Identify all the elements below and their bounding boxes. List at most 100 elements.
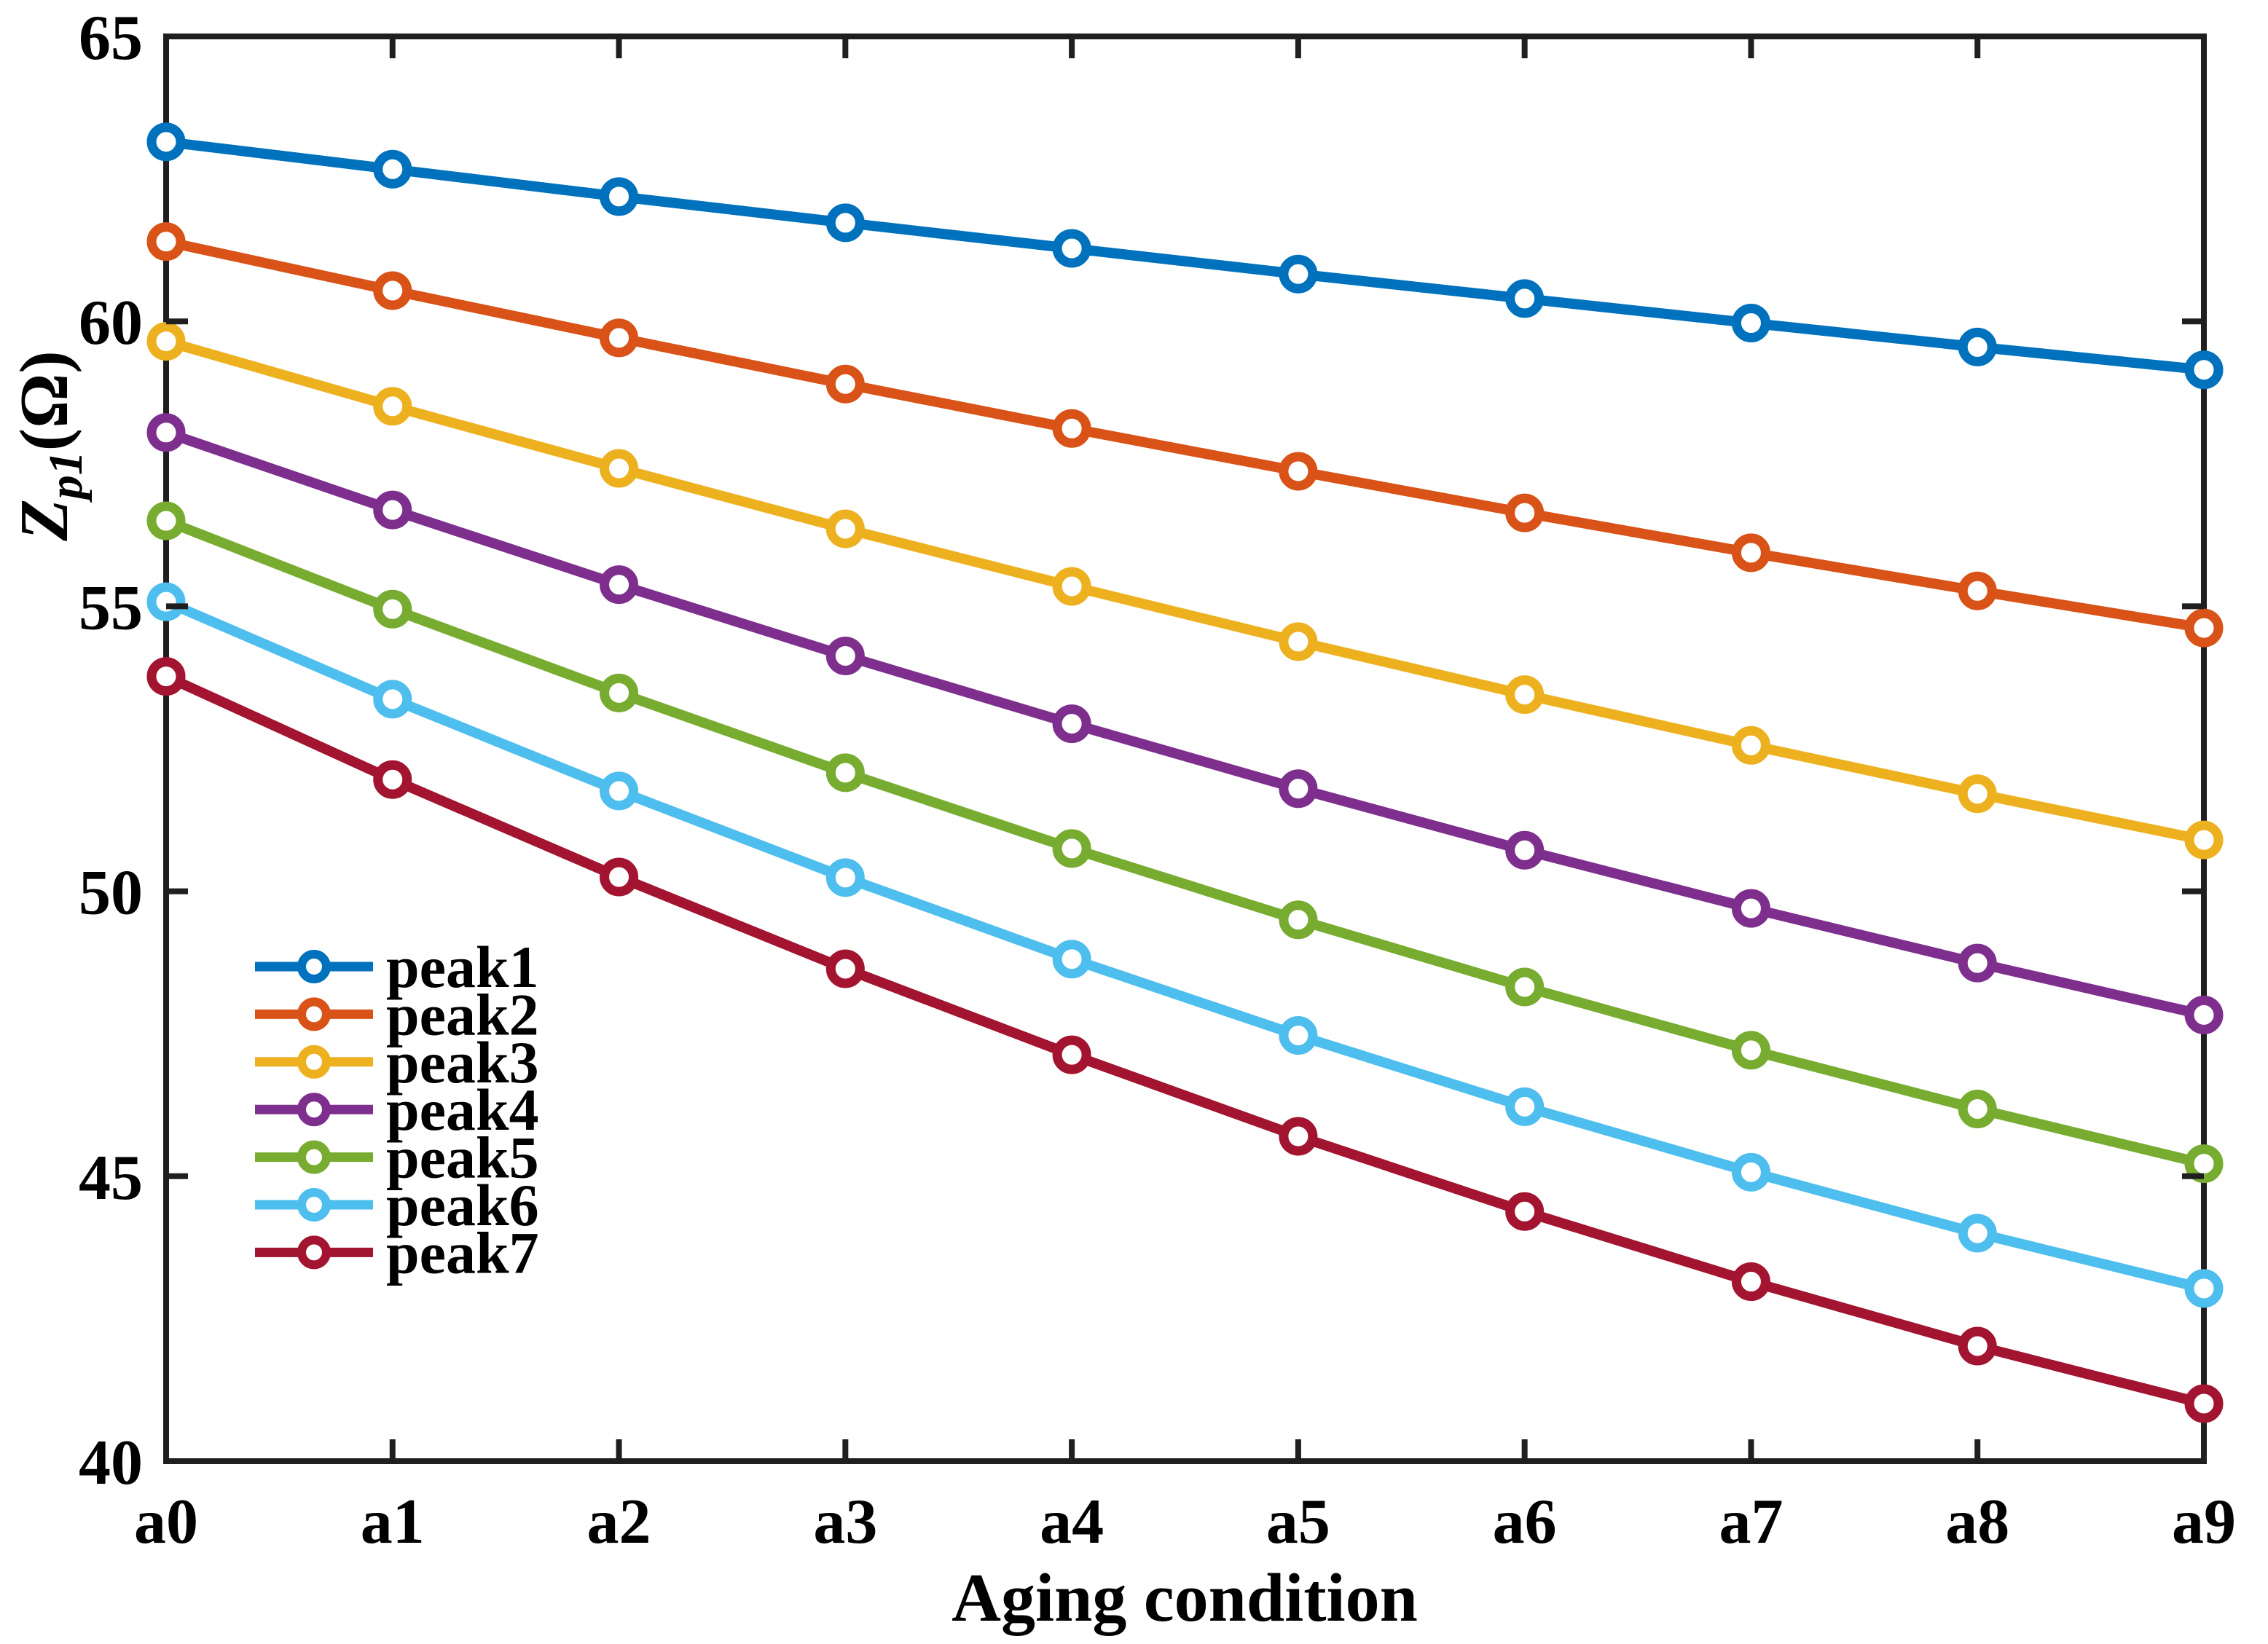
legend-label: peak4 <box>386 1077 539 1143</box>
data-point-marker-peak6 <box>1731 1152 1770 1192</box>
data-point-marker-peak2 <box>1731 533 1770 573</box>
series-line-peak6 <box>161 597 2209 1294</box>
y-tick-label: 60 <box>79 288 143 358</box>
data-point-marker-peak7 <box>1731 1262 1770 1302</box>
legend-entry-peak7: peak7 <box>255 1219 539 1286</box>
data-point-marker-peak6 <box>2184 1269 2224 1308</box>
y-tick-label: 40 <box>79 1428 143 1498</box>
data-point-marker-peak6 <box>1958 1214 1997 1253</box>
data-point-marker-peak7 <box>600 857 639 897</box>
legend-entry-peak4: peak4 <box>255 1077 539 1143</box>
data-point-marker-peak1 <box>146 122 186 162</box>
data-point-marker-peak5 <box>1052 829 1091 868</box>
legend-entry-peak6: peak6 <box>255 1172 539 1238</box>
data-point-marker-peak1 <box>373 149 412 189</box>
data-point-marker-peak1 <box>1505 279 1545 318</box>
y-tick-label: 55 <box>79 573 143 643</box>
legend-label: peak1 <box>386 934 539 1000</box>
x-tick-label: a6 <box>1493 1487 1557 1557</box>
series-line-peak2 <box>161 236 2209 634</box>
x-tick-label: a2 <box>587 1487 651 1557</box>
data-point-marker-peak5 <box>825 753 865 792</box>
y-axis-label-suffix: (Ω) <box>7 350 82 451</box>
y-axis-label-main: Z <box>7 499 82 541</box>
data-point-marker-peak3 <box>373 387 412 426</box>
data-point-marker-peak6 <box>1505 1087 1545 1126</box>
data-point-marker-peak3 <box>1731 725 1770 765</box>
data-point-marker-peak4 <box>600 565 639 605</box>
legend-entry-peak2: peak2 <box>255 981 539 1047</box>
x-tick-label: a8 <box>1945 1487 2009 1557</box>
legend-marker-icon <box>297 1188 331 1222</box>
data-point-marker-peak7 <box>1052 1035 1091 1074</box>
data-point-marker-peak2 <box>825 364 865 404</box>
data-point-marker-peak5 <box>373 589 412 629</box>
data-point-marker-peak7 <box>1958 1326 1997 1366</box>
data-point-marker-peak1 <box>1958 327 1997 366</box>
x-tick-label: a1 <box>361 1487 425 1557</box>
data-point-marker-peak7 <box>146 657 186 696</box>
data-point-marker-peak2 <box>2184 608 2224 648</box>
data-point-marker-peak6 <box>600 771 639 811</box>
data-point-marker-peak1 <box>2184 350 2224 390</box>
data-point-marker-peak3 <box>146 322 186 361</box>
legend-marker-icon <box>297 950 331 983</box>
data-point-marker-peak6 <box>146 582 186 621</box>
y-tick-label: 50 <box>79 858 143 929</box>
data-point-marker-peak2 <box>1958 571 1997 610</box>
y-tick-label: 45 <box>79 1143 143 1214</box>
data-point-marker-peak5 <box>1505 967 1545 1007</box>
data-point-marker-peak1 <box>825 203 865 243</box>
y-tick-labels: 40 45 50 55 60 65 <box>79 3 143 1498</box>
data-point-marker-peak5 <box>600 673 639 712</box>
data-point-marker-peak3 <box>1279 622 1318 661</box>
data-point-marker-peak4 <box>1279 769 1318 809</box>
data-point-marker-peak4 <box>1052 704 1091 744</box>
series-group <box>146 122 2224 1423</box>
data-point-marker-peak5 <box>1731 1031 1770 1070</box>
x-tick-labels: a0 a1 a2 a3 a4 a5 a6 a7 a8 a9 <box>134 1487 2236 1557</box>
data-point-marker-peak1 <box>1731 304 1770 343</box>
data-point-marker-peak7 <box>1279 1117 1318 1156</box>
data-point-marker-peak2 <box>1052 409 1091 448</box>
legend-label: peak7 <box>386 1219 539 1286</box>
data-point-marker-peak2 <box>1279 452 1318 491</box>
legend-marker-icon <box>297 1140 331 1174</box>
data-point-marker-peak4 <box>373 490 412 530</box>
data-point-marker-peak1 <box>600 177 639 216</box>
y-axis-label: Zp1(Ω) <box>7 350 93 541</box>
legend-label: peak6 <box>386 1172 539 1238</box>
data-point-marker-peak2 <box>146 222 186 261</box>
data-point-marker-peak4 <box>2184 995 2224 1034</box>
data-point-marker-peak4 <box>1958 943 1997 983</box>
data-point-marker-peak6 <box>825 858 865 897</box>
series-line-peak5 <box>161 516 2209 1169</box>
data-point-marker-peak7 <box>825 949 865 988</box>
y-tick-label: 65 <box>79 3 143 74</box>
x-tick-label: a0 <box>134 1487 198 1557</box>
data-point-marker-peak7 <box>2184 1384 2224 1423</box>
legend-marker-icon <box>297 1045 331 1079</box>
legend-label: peak5 <box>386 1125 539 1191</box>
x-tick-label: a5 <box>1266 1487 1330 1557</box>
legend-marker-icon <box>297 1235 331 1270</box>
series-line-peak4 <box>161 427 2209 1020</box>
legend-label: peak2 <box>386 981 539 1047</box>
data-point-marker-peak6 <box>1279 1016 1318 1055</box>
data-point-marker-peak4 <box>1731 889 1770 928</box>
data-point-marker-peak4 <box>1505 830 1545 870</box>
data-point-marker-peak7 <box>1505 1192 1545 1231</box>
data-point-marker-peak2 <box>373 271 412 310</box>
series-line-peak7 <box>161 671 2209 1409</box>
legend-label: peak3 <box>386 1029 539 1096</box>
axis-ticks <box>163 34 2207 1464</box>
data-point-marker-peak5 <box>1958 1089 1997 1128</box>
x-tick-label: a9 <box>2172 1487 2236 1557</box>
legend-entry-peak5: peak5 <box>255 1125 539 1191</box>
legend-marker-icon <box>297 997 331 1031</box>
data-point-marker-peak7 <box>373 760 412 799</box>
axes-box <box>163 34 2207 1464</box>
